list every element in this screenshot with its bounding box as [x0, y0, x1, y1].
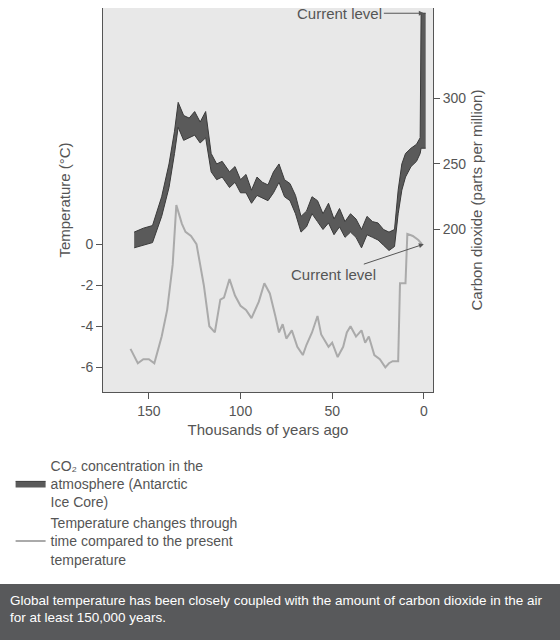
svg-text:Thousands of years ago: Thousands of years ago [188, 421, 349, 438]
svg-text:300: 300 [443, 90, 467, 106]
svg-text:-2: -2 [81, 277, 94, 293]
svg-text:Carbon dioxide (parts per mill: Carbon dioxide (parts per million) [468, 90, 485, 311]
html-text:Global temperature has been cl: Global temperature has been closely coup… [10, 593, 543, 625]
svg-text:200: 200 [443, 221, 467, 237]
svg-text:Temperature (°C): Temperature (°C) [56, 142, 73, 257]
svg-text:Current level: Current level [291, 266, 376, 283]
svg-text:0: 0 [420, 403, 428, 419]
svg-text:100: 100 [229, 403, 253, 419]
svg-text:150: 150 [137, 403, 161, 419]
svg-text:-4: -4 [81, 318, 94, 334]
svg-text:0: 0 [85, 236, 93, 252]
svg-text:Current level: Current level [297, 5, 382, 22]
svg-text:-6: -6 [81, 359, 94, 375]
svg-text:CO₂ concentration in theatmosp: CO₂ concentration in theatmosphere (Anta… [51, 458, 204, 510]
svg-text:250: 250 [443, 156, 467, 172]
svg-text:Temperature changes throughtim: Temperature changes throughtime compared… [51, 515, 238, 567]
svg-text:50: 50 [324, 403, 340, 419]
